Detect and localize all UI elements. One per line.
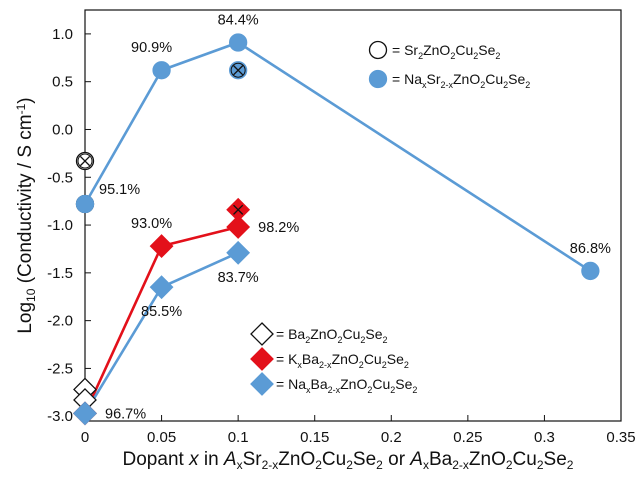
data-label: 93.0%	[131, 216, 172, 232]
y-tick-label: -1.0	[47, 217, 73, 234]
series-1-marker	[75, 194, 95, 214]
series-4-marker	[149, 275, 174, 300]
data-label: 96.7%	[105, 406, 146, 422]
legend-marker	[250, 347, 274, 371]
x-tick-label: 0.05	[147, 429, 176, 446]
y-axis-title: Log10 (Conductivity / S cm-1)	[14, 97, 38, 333]
x-axis-title: Dopant x in AxSr2-xZnO2Cu2Se2 or AxBa2-x…	[123, 449, 574, 472]
y-tick-label: 1.0	[52, 26, 73, 43]
y-tick-label: 0.0	[52, 121, 73, 138]
cross-mark	[79, 155, 91, 167]
x-tick-label: 0.35	[606, 429, 635, 446]
crossed-marker-ring	[230, 62, 246, 78]
cross-mark	[233, 65, 244, 76]
legend-marker	[250, 322, 274, 346]
data-label: 83.7%	[218, 270, 259, 286]
data-label: 98.2%	[258, 220, 299, 236]
data-label: 84.4%	[218, 12, 259, 28]
plot-area-border	[84, 9, 622, 422]
legend-label: = Ba2ZnO2Cu2Se2	[276, 326, 388, 345]
data-label: 95.1%	[99, 182, 140, 198]
legend-marker	[250, 372, 274, 396]
x-tick-label: 0.25	[453, 429, 482, 446]
series-3-marker	[149, 234, 174, 259]
legend-marker	[368, 69, 388, 89]
series-1-marker	[152, 61, 171, 80]
x-tick-label: 0.15	[300, 429, 329, 446]
series-4-marker	[226, 240, 251, 265]
legend-label: = KxBa2-xZnO2Cu2Se2	[276, 351, 409, 370]
x-tick-label: 0.1	[228, 429, 249, 446]
data-markers	[73, 33, 600, 426]
y-tick-label: -2.5	[47, 360, 73, 377]
crossed-marker-ring	[77, 153, 93, 169]
annotations: 84.4% 90.9% 95.1% 93.0% 98.2% 83.7% 85.5% 96.7%…	[99, 12, 611, 422]
legend-label: = NaxBa2-xZnO2Cu2Se2	[276, 376, 417, 395]
series-3-marker	[226, 215, 251, 239]
legend: = Sr2ZnO2Cu2Se2 = NaxSr2-xZnO2Cu2Se2 = Ba2…	[250, 40, 530, 396]
series-1-marker	[228, 33, 248, 52]
legend-marker	[368, 40, 388, 60]
x-tick-label: 0.2	[381, 429, 402, 446]
y-tick-label: -3.0	[47, 408, 73, 425]
y-tick-label: 0.5	[52, 74, 73, 91]
data-label: 90.9%	[131, 40, 172, 56]
x-tick-label: 0.3	[534, 429, 555, 446]
legend-label: = NaxSr2-xZnO2Cu2Se2	[392, 71, 530, 90]
data-label: 86.8%	[570, 241, 611, 257]
y-ticks: 1.0 0.5 0.0 -0.5 -1.0 -1.5 -2.0 -2.5 -3.0	[47, 26, 91, 425]
y-tick-label: -2.0	[47, 313, 73, 330]
cross-mark	[233, 204, 244, 215]
x-ticks: 0 0.05 0.1 0.15 0.2 0.25 0.3 0.35	[81, 415, 636, 446]
series-1-marker	[581, 261, 600, 281]
x-tick-label: 0	[81, 429, 89, 446]
y-tick-label: -1.5	[47, 265, 73, 282]
plot-frame	[84, 9, 622, 422]
series-line-1	[83, 41, 592, 273]
y-tick-label: -0.5	[47, 169, 73, 186]
series-4-marker	[73, 401, 97, 426]
legend-label: = Sr2ZnO2Cu2Se2	[392, 42, 500, 61]
data-label: 85.5%	[141, 304, 182, 320]
